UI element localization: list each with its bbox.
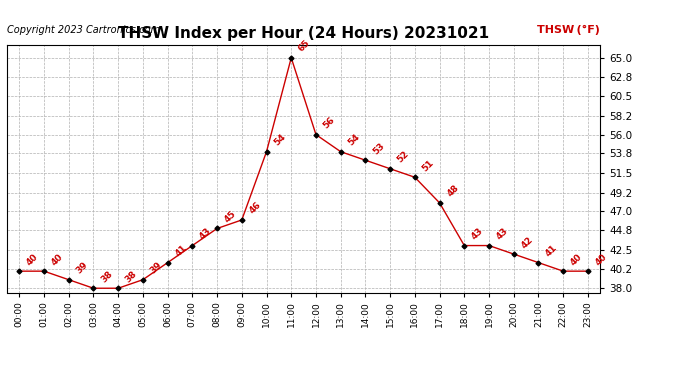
Text: 56: 56 — [322, 115, 337, 130]
Text: 41: 41 — [544, 243, 560, 258]
Text: 43: 43 — [495, 226, 510, 242]
Text: 52: 52 — [395, 149, 411, 165]
Text: 65: 65 — [297, 38, 312, 54]
Text: 40: 40 — [25, 252, 40, 267]
Text: THSW Index per Hour (24 Hours) 20231021: THSW Index per Hour (24 Hours) 20231021 — [118, 26, 489, 41]
Text: 40: 40 — [569, 252, 584, 267]
Text: 43: 43 — [470, 226, 485, 242]
Text: 41: 41 — [173, 243, 188, 258]
Text: Copyright 2023 Cartronics.com: Copyright 2023 Cartronics.com — [7, 25, 160, 35]
Text: 38: 38 — [99, 269, 115, 284]
Text: THSW (°F): THSW (°F) — [538, 25, 600, 35]
Text: 39: 39 — [148, 260, 164, 276]
Text: 48: 48 — [445, 183, 460, 199]
Text: 42: 42 — [520, 235, 535, 250]
Text: 51: 51 — [420, 158, 435, 173]
Text: 46: 46 — [247, 201, 263, 216]
Text: 54: 54 — [346, 132, 362, 147]
Text: 39: 39 — [75, 260, 90, 276]
Text: 53: 53 — [371, 141, 386, 156]
Text: 54: 54 — [272, 132, 287, 147]
Text: 40: 40 — [593, 252, 609, 267]
Text: 43: 43 — [198, 226, 213, 242]
Text: 40: 40 — [50, 252, 65, 267]
Text: 45: 45 — [223, 209, 238, 224]
Text: 38: 38 — [124, 269, 139, 284]
